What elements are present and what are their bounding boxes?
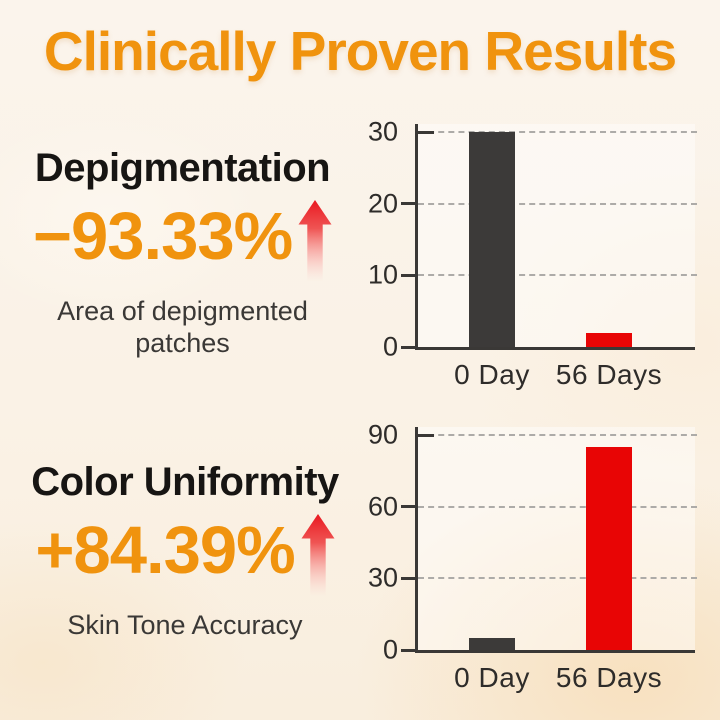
y-axis-tick [401,345,415,349]
caption-line: Area of depigmented [57,296,308,326]
y-axis-label: 30 [367,562,398,593]
gridline [418,434,697,436]
gridline-stub [418,130,434,134]
bar-0-day [469,638,515,650]
gridline [418,274,697,277]
gridline [418,202,697,205]
gridline [418,577,697,580]
caption-line: patches [135,328,230,359]
color-uniformity-stat-block: Color Uniformity +84.39% Skin Tone Accur… [5,460,365,641]
y-axis-label: 20 [367,188,398,219]
plot-area: 0 30 60 90 0 Day 56 Days [368,421,697,693]
depigmentation-caption: Area of depigmented patches [5,295,360,360]
y-axis-tick [401,505,415,509]
y-axis-label: 30 [367,116,398,147]
gridline-stub [418,433,434,437]
color-uniformity-caption: Skin Tone Accuracy [5,609,365,641]
depigmentation-metric-value: −93.33% [32,199,293,274]
color-uniformity-heading: Color Uniformity [31,460,339,504]
x-axis-label: 56 Days [555,359,663,390]
y-axis-label: 10 [367,259,398,290]
x-axis-label: 0 Day [454,662,530,693]
y-axis-label: 90 [367,419,398,450]
up-arrow-icon [298,200,332,282]
y-axis-label: 0 [382,331,398,362]
color-uniformity-metric-row: +84.39% [5,513,365,596]
gridline [418,505,697,508]
y-axis-label: 60 [367,491,398,522]
bar-0-day [469,132,515,347]
y-axis-label: 0 [382,634,398,665]
gridline [418,131,697,133]
y-axis-tick [401,648,415,652]
depigmentation-stat-block: Depigmentation −93.33% Area of depigment… [5,146,360,360]
plot-area: 0 10 20 30 0 Day 56 Days [368,118,697,390]
up-arrow-icon [301,514,335,596]
depigmentation-bar-chart: 0 10 20 30 0 Day 56 Days [360,118,705,404]
color-uniformity-metric-value: +84.39% [35,513,295,588]
color-uniformity-bar-chart: 0 30 60 90 0 Day 56 Days [360,421,705,707]
bar-56-days [586,332,632,347]
depigmentation-metric-row: −93.33% [5,199,360,282]
x-axis-label: 56 Days [555,662,663,693]
y-axis-tick [401,576,415,580]
y-axis-tick [401,202,415,206]
caption-line: Skin Tone Accuracy [67,610,303,640]
x-axis-label: 0 Day [454,359,530,390]
depigmentation-heading: Depigmentation [34,146,331,190]
y-axis-tick [401,273,415,277]
page-title: Clinically Proven Results [43,20,677,82]
bar-56-days [586,446,632,650]
